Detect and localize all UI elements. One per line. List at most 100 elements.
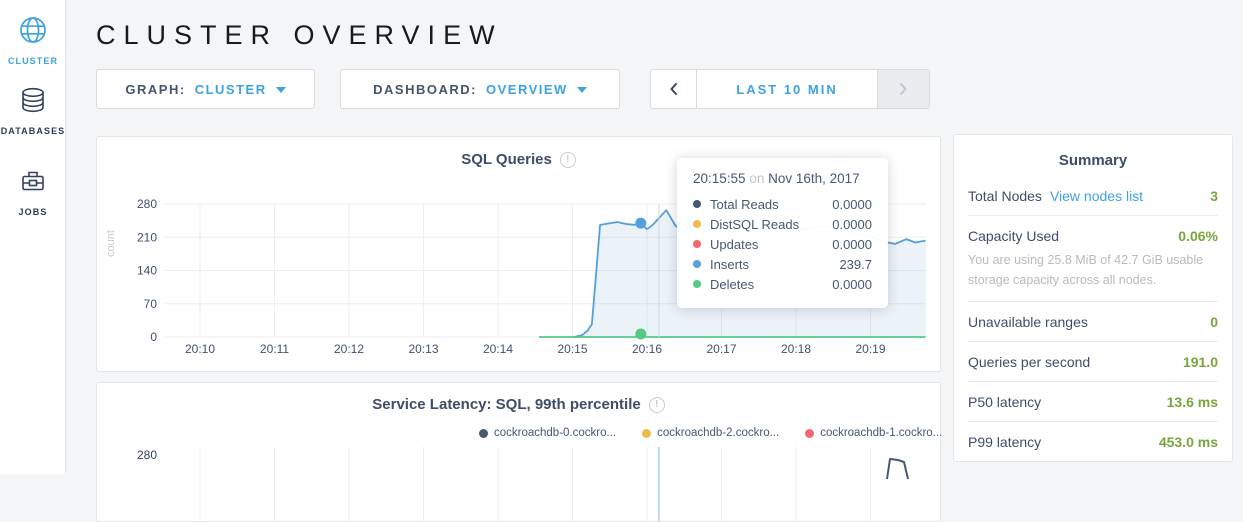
caret-down-icon [576,86,587,93]
y-tick-label: 210 [137,230,157,244]
series-name: Deletes [710,276,755,292]
tooltip-row: DistSQL Reads 0.0000 [693,214,872,234]
series-name: Updates [710,236,759,252]
time-range-label[interactable]: LAST 10 MIN [736,81,838,97]
hover-point-inserts [635,217,647,229]
sidebar-item-jobs[interactable]: JOBS [0,165,66,217]
tooltip-row: Updates 0.0000 [693,234,872,254]
series-dot [693,200,701,208]
view-nodes-list-link[interactable]: View nodes list [1049,188,1144,204]
info-icon[interactable] [648,396,665,413]
series-name: Inserts [710,256,750,272]
summary-title: Summary [1058,152,1128,169]
app-sidebar: CLUSTER DATABASES JOBS [0,0,66,474]
service-latency-chart[interactable]: 280 [97,383,940,521]
legend-dot [805,428,815,438]
time-range-next-button-disabled[interactable] [877,70,929,108]
globe-icon [20,17,46,43]
summary-label: P50 latency [968,394,1042,410]
summary-label: Unavailable ranges [968,314,1088,330]
summary-row-p99: P99 latency 453.0 ms [968,422,1218,461]
info-icon[interactable] [559,151,576,168]
caret-down-icon [275,86,286,93]
x-tick-label: 20:16 [632,342,662,356]
series-name: DistSQL Reads [710,216,800,232]
service-latency-chart-panel: Service Latency: SQL, 99th percentile co… [96,382,942,522]
chevron-right-icon [900,83,907,95]
summary-value: 13.6 ms [1166,394,1218,410]
summary-panel: Summary Total Nodes View nodes list 3 Ca… [953,134,1233,462]
sidebar-item-databases[interactable]: DATABASES [0,84,66,136]
hover-point-deletes [635,328,647,340]
series-line-cockroachdb-0 [886,458,909,480]
summary-row-capacity: Capacity Used 0.06% You are using 25.8 M… [968,216,1218,302]
x-tick-label: 20:12 [334,342,364,356]
x-tick-label: 20:13 [408,342,438,356]
y-tick-label: 280 [137,448,157,462]
x-tick-label: 20:10 [185,342,215,356]
series-value: 0.0000 [832,276,872,292]
page-title: CLUSTER OVERVIEW [96,20,503,50]
series-name: Total Reads [710,196,779,212]
cluster-overview-page: { "colors": { "accent_blue": "#3da2e4", … [0,0,1243,474]
summary-row-p50: P50 latency 13.6 ms [968,382,1218,422]
chart-title: Service Latency: SQL, 99th percentile [372,396,641,413]
series-value: 0.0000 [832,196,872,212]
legend-item[interactable]: cockroachdb-2.cockro... [642,427,779,439]
x-tick-label: 20:18 [781,342,811,356]
series-value: 0.0000 [832,216,872,232]
tooltip-connector: on [749,171,765,186]
y-tick-label: 70 [144,297,158,311]
tooltip-row: Total Reads 0.0000 [693,194,872,214]
series-value: 239.7 [839,256,872,272]
x-tick-label: 20:17 [706,342,736,356]
legend-label: cockroachdb-1.cockro... [820,427,943,439]
time-range-selector: LAST 10 MIN [650,69,930,109]
series-dot [693,240,701,248]
legend-item[interactable]: cockroachdb-0.cockro... [479,427,616,439]
dashboard-dropdown[interactable]: DASHBOARD: OVERVIEW [340,69,620,109]
graph-dropdown[interactable]: GRAPH: CLUSTER [96,69,315,109]
y-tick-label: 140 [137,264,157,278]
dashboard-dropdown-value: OVERVIEW [486,81,568,97]
chart-legend: cockroachdb-0.cockro... cockroachdb-2.co… [479,427,942,439]
tooltip-row: Deletes 0.0000 [693,274,872,294]
tooltip-time: 20:15:55 [693,171,746,186]
x-tick-label: 20:14 [483,342,513,356]
time-range-prev-button[interactable] [651,70,697,108]
summary-value: 0 [1210,314,1218,330]
summary-value: 191.0 [1182,354,1218,370]
sidebar-item-label: CLUSTER [7,56,59,66]
x-tick-label: 20:15 [557,342,587,356]
graph-dropdown-label: GRAPH: [125,81,186,97]
legend-item[interactable]: cockroachdb-1.cockro... [805,427,942,439]
dashboard-dropdown-label: DASHBOARD: [373,81,477,97]
summary-label: Capacity Used [968,228,1060,244]
briefcase-icon [22,171,44,191]
y-tick-label: 280 [137,197,157,211]
y-tick-label: 0 [150,330,157,344]
summary-body: Total Nodes View nodes list 3 Capacity U… [954,176,1232,461]
database-icon [22,87,44,113]
chart-title-row: SQL Queries [97,151,940,168]
sidebar-item-cluster[interactable]: CLUSTER [0,14,66,66]
summary-value: 453.0 ms [1158,434,1218,450]
summary-value: 3 [1210,188,1218,204]
legend-label: cockroachdb-2.cockro... [657,427,780,439]
summary-row-unavailable-ranges: Unavailable ranges 0 [968,302,1218,342]
summary-label: Queries per second [968,354,1091,370]
summary-row-qps: Queries per second 191.0 [968,342,1218,382]
legend-dot [642,428,652,438]
graph-dropdown-value: CLUSTER [194,81,267,97]
x-tick-label: 20:11 [260,342,289,356]
tooltip-timestamp: 20:15:55 on Nov 16th, 2017 [693,171,872,186]
legend-dot [479,428,488,438]
series-dot [693,220,701,228]
chart-title: SQL Queries [461,151,552,168]
tooltip-row: Inserts 239.7 [693,254,872,274]
chart-hover-tooltip: 20:15:55 on Nov 16th, 2017 Total Reads 0… [677,158,888,308]
chevron-left-icon [670,83,677,95]
sidebar-item-label: JOBS [18,207,48,217]
series-dot [693,280,701,288]
chart-title-row: Service Latency: SQL, 99th percentile [97,396,940,413]
